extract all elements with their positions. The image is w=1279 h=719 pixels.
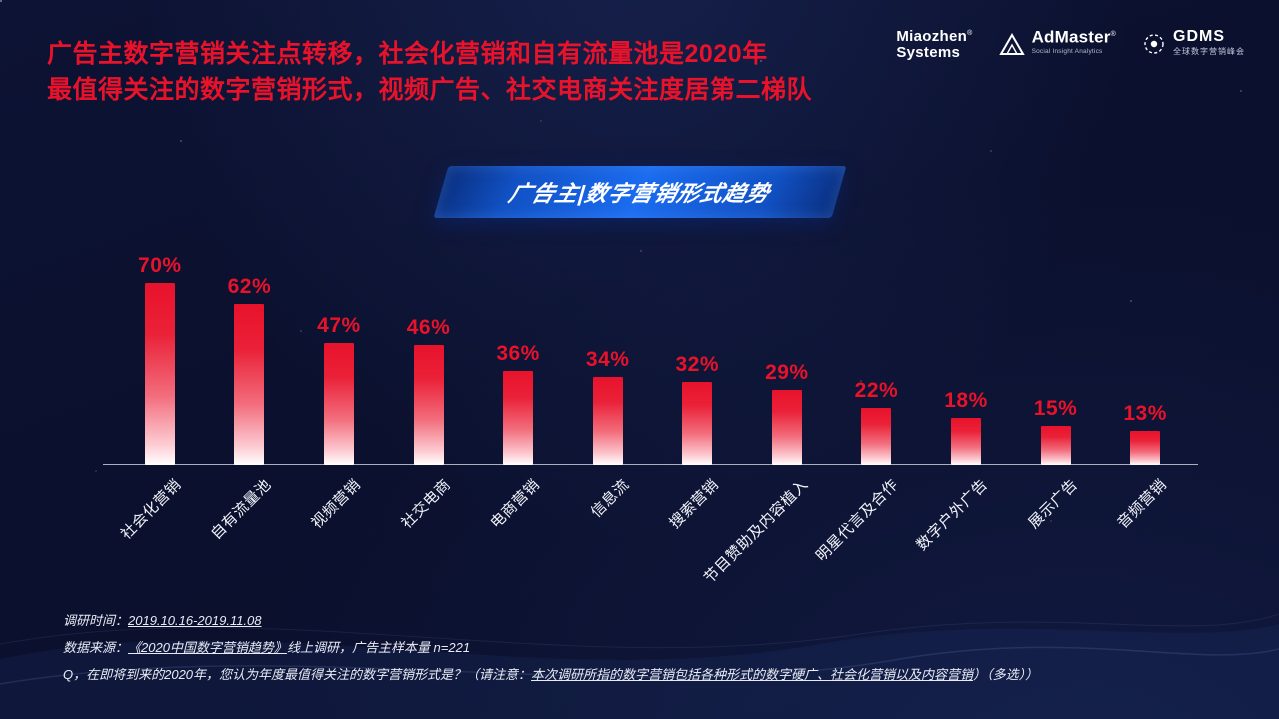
bar [503,371,534,465]
bar [592,377,623,465]
footer-line-survey-time: 调研时间：2019.10.16-2019.11.08 [63,613,262,628]
bar-group: 15% 展示广告 [1011,250,1101,532]
miaozhen-wordmark: Miaozhen® Systems [896,28,973,61]
bar-category-label: 社会化营销 [118,476,185,543]
bar-group: 36% 电商营销 [473,250,563,532]
chart-title-banner: 广告主|数字营销形式趋势 [433,166,846,218]
bar-value-label: 36% [496,342,540,365]
footer-line-data-source: 数据来源：《2020中国数字营销趋势》线上调研，广告主样本量 n=221 [63,640,471,655]
bar-category-label: 视频营销 [308,476,365,532]
bar-value-label: 70% [138,254,182,277]
bar-group: 29% 节目赞助及内容植入 [701,250,832,587]
bar [144,283,175,465]
miaozhen-logo: Miaozhen® Systems [896,26,972,61]
title-line-2: 最值得关注的数字营销形式，视频广告、社交电商关注度居第二梯队 [47,76,813,104]
footer-notes: 调研时间：2019.10.16-2019.11.08 数据来源：《2020中国数… [63,612,1249,693]
bar-category-label: 搜索营销 [666,476,723,532]
bar-category-label: 展示广告 [1024,476,1081,532]
logo-bar: Miaozhen® Systems AdMaster® Social Insig… [896,26,1245,61]
bar [323,343,354,465]
bar-category-label: 明星代言及合作 [812,476,902,565]
gdms-logo: GDMS 全球数字营销峰会 [1142,27,1245,59]
footer-line-question: Q，在即将到来的2020年，您认为年度最值得关注的数字营销形式是？（请注意：本次… [63,667,1039,682]
bar-group: 62% 自有流量池 [205,250,295,543]
title-line-1: 广告主数字营销关注点转移，社会化营销和自有流量池是2020年 [47,40,768,68]
bar [950,418,981,465]
bar-group: 13% 音频营销 [1100,250,1190,532]
gdms-globe-icon [1144,33,1164,54]
bar-group: 34% 信息流 [563,250,653,521]
bar [861,408,892,465]
bar-value-label: 62% [227,275,272,298]
bar-group: 22% 明星代言及合作 [813,250,922,565]
bar-value-label: 13% [1123,402,1167,425]
x-axis-line [103,464,1198,465]
bar-group: 46% 社交电商 [384,250,474,532]
bar-category-label: 社交电商 [397,476,454,532]
bar-chart: 70% 社会化营销 62% 自有流量池 47% 视频营销 46% 社交电商 36% 电商营销 34%… [103,250,1198,587]
chart-title-banner-wrap: 广告主|数字营销形式趋势 [0,166,1279,218]
slide-title: 广告主数字营销关注点转移，社会化营销和自有流量池是2020年 最值得关注的数字营… [47,36,812,108]
bar-value-label: 47% [317,314,361,337]
bar-group: 70% 社会化营销 [115,250,205,543]
bar-value-label: 34% [585,348,630,371]
bar [771,390,802,465]
bar-value-label: 32% [675,353,720,376]
chart-title: 广告主|数字营销形式趋势 [505,181,773,206]
bar-group: 32% 搜索营销 [652,250,742,532]
bar [1040,426,1071,465]
bar-category-label: 音频营销 [1114,476,1171,532]
bar [234,304,265,465]
bar [413,345,444,465]
bar-group: 18% 数字户外广告 [913,250,1011,554]
bar-value-label: 22% [854,379,899,402]
admaster-triangle-icon [998,32,1025,55]
bar [1130,431,1161,465]
bar-group: 47% 视频营销 [294,250,384,532]
bar-category-label: 电商营销 [487,476,544,532]
bar-category-label: 信息流 [587,476,633,522]
bar-value-label: 46% [406,316,451,339]
bar-value-label: 18% [944,389,988,412]
admaster-wordmark: AdMaster® Social Insight Analytics [1031,27,1116,55]
bar [682,382,713,465]
gdms-wordmark: GDMS 全球数字营销峰会 [1173,27,1245,56]
bar-value-label: 29% [765,361,809,384]
bar-category-label: 自有流量池 [207,476,275,543]
bar-value-label: 15% [1033,397,1078,420]
bar-category-label: 数字户外广告 [913,476,992,554]
admaster-logo: AdMaster® Social Insight Analytics [998,27,1116,59]
